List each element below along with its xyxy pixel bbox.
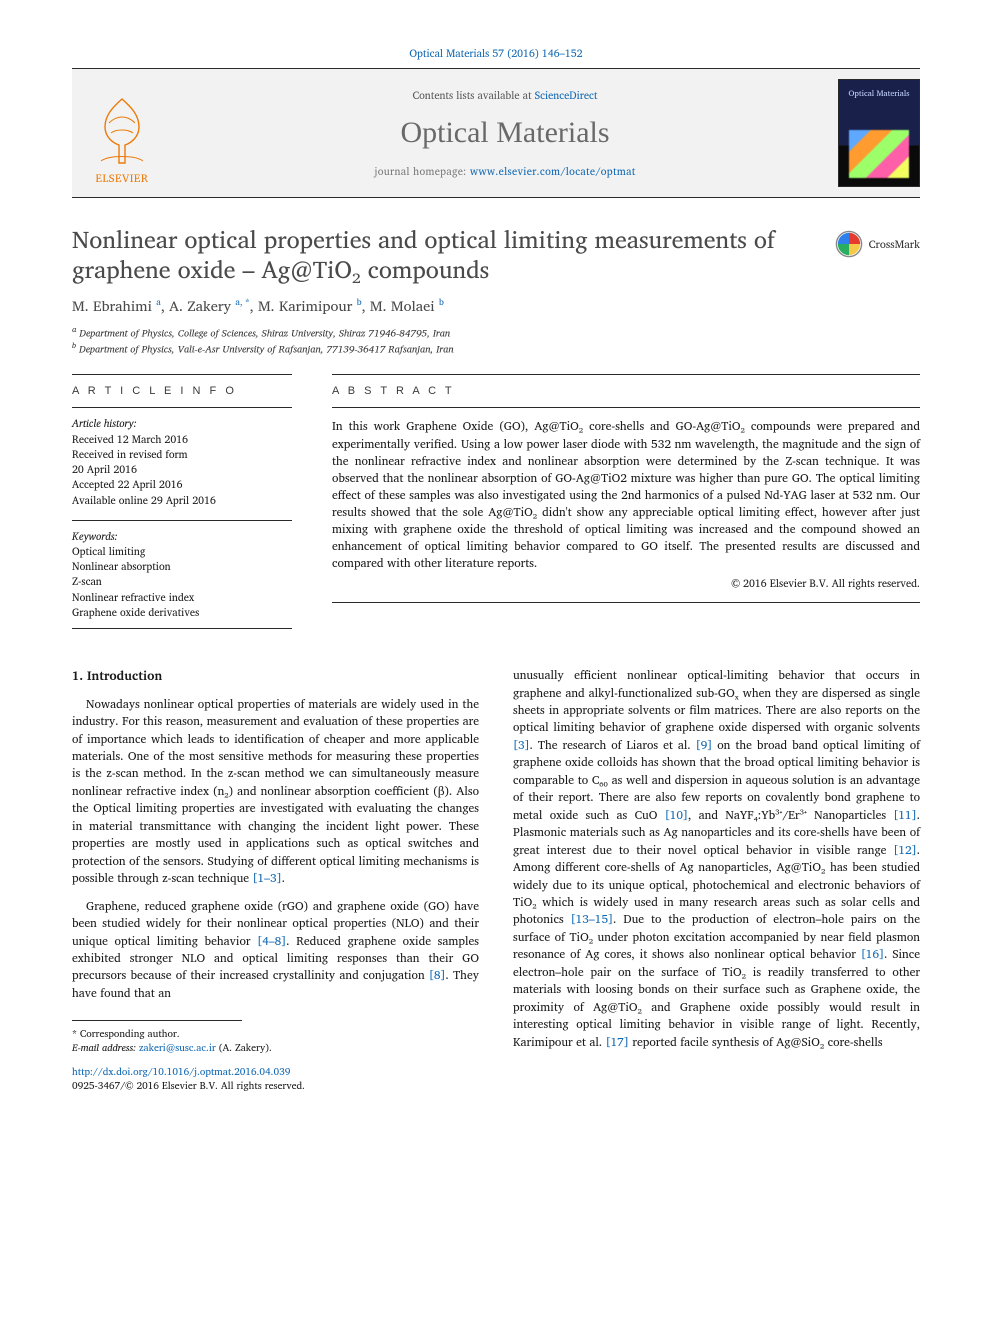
journal-homepage-link[interactable]: www.elsevier.com/locate/optmat xyxy=(470,162,636,180)
affiliation-a: a Department of Physics, College of Scie… xyxy=(72,324,920,340)
body-column-right: unusually efficient nonlinear optical-li… xyxy=(513,667,920,1093)
body-columns: 1. Introduction Nowadays nonlinear optic… xyxy=(72,667,920,1093)
citation-ref-link[interactable]: [4–8] xyxy=(257,932,286,951)
article-history: Article history: Received 12 March 2016R… xyxy=(72,407,292,507)
author: M. Ebrahimi a xyxy=(72,295,161,318)
body-paragraph: Graphene, reduced graphene oxide (rGO) a… xyxy=(72,898,479,1003)
body-paragraph: unusually efficient nonlinear optical-li… xyxy=(513,667,920,1051)
abstract-heading: A B S T R A C T xyxy=(332,374,920,397)
crossmark-label: CrossMark xyxy=(869,235,920,253)
crossmark-badge[interactable]: CrossMark xyxy=(835,224,920,258)
title-row: Nonlinear optical properties and optical… xyxy=(72,224,920,284)
journal-homepage: journal homepage: www.elsevier.com/locat… xyxy=(374,162,635,180)
journal-cover-thumbnail[interactable]: Optical Materials xyxy=(838,79,920,187)
footnote-separator xyxy=(72,1020,242,1021)
email-author-suffix: (A. Zakery). xyxy=(219,1040,272,1056)
body-column-left: 1. Introduction Nowadays nonlinear optic… xyxy=(72,667,479,1093)
citation-ref-link[interactable]: [16] xyxy=(861,945,884,964)
citation-ref-link[interactable]: [9] xyxy=(696,736,713,755)
publisher-logo-text: ELSEVIER xyxy=(96,169,149,187)
citation-ref-link[interactable]: [12] xyxy=(893,841,916,860)
doi-block: http://dx.doi.org/10.1016/j.optmat.2016.… xyxy=(72,1065,479,1093)
article-title: Nonlinear optical properties and optical… xyxy=(72,224,823,284)
history-line: Available online 29 April 2016 xyxy=(72,493,292,508)
body-paragraph: Nowadays nonlinear optical properties of… xyxy=(72,696,479,888)
citation-link[interactable]: Optical Materials 57 (2016) 146–152 xyxy=(409,44,582,62)
email-line: E-mail address: zakeri@susc.ac.ir (A. Za… xyxy=(72,1041,479,1055)
sciencedirect-link[interactable]: ScienceDirect xyxy=(535,86,598,104)
keyword: Nonlinear absorption xyxy=(72,559,292,574)
citation-ref-link[interactable]: [11] xyxy=(893,806,916,825)
citation-line: Optical Materials 57 (2016) 146–152 xyxy=(72,44,920,62)
journal-title: Optical Materials xyxy=(400,116,609,150)
abstract-column: A B S T R A C T In this work Graphene Ox… xyxy=(332,374,920,641)
article-info-column: A R T I C L E I N F O Article history: R… xyxy=(72,374,292,641)
email-label: E-mail address: xyxy=(72,1040,136,1056)
citation-ref-link[interactable]: [13–15] xyxy=(571,910,613,929)
contents-available-label: Contents lists available at xyxy=(413,86,535,104)
footnotes: * Corresponding author. E-mail address: … xyxy=(72,1027,479,1055)
author: M. Karimipour b xyxy=(258,295,362,318)
keywords-block: Keywords: Optical limitingNonlinear abso… xyxy=(72,520,292,629)
journal-homepage-label: journal homepage: xyxy=(374,162,469,180)
cover-art-icon xyxy=(849,130,909,178)
affiliations: a Department of Physics, College of Scie… xyxy=(72,324,920,357)
keyword: Graphene oxide derivatives xyxy=(72,605,292,620)
citation-ref-link[interactable]: [17] xyxy=(606,1033,629,1052)
info-abstract-row: A R T I C L E I N F O Article history: R… xyxy=(72,374,920,641)
citation-ref-link[interactable]: [8] xyxy=(429,966,446,985)
corresponding-email-link[interactable]: zakeri@susc.ac.ir xyxy=(139,1040,216,1056)
section-heading-intro: 1. Introduction xyxy=(72,667,479,686)
abstract-copyright: © 2016 Elsevier B.V. All rights reserved… xyxy=(332,576,920,591)
author: A. Zakery a, * xyxy=(169,295,249,318)
abstract-text: In this work Graphene Oxide (GO), Ag@TiO… xyxy=(332,407,920,602)
corresponding-author-note: * Corresponding author. xyxy=(72,1027,479,1041)
elsevier-tree-icon xyxy=(89,93,155,167)
contents-available: Contents lists available at ScienceDirec… xyxy=(413,86,598,104)
issn-copyright: 0925-3467/© 2016 Elsevier B.V. All right… xyxy=(72,1078,305,1094)
author: M. Molaei b xyxy=(370,295,444,318)
crossmark-icon xyxy=(835,230,863,258)
masthead: ELSEVIER Contents lists available at Sci… xyxy=(72,68,920,198)
citation-ref-link[interactable]: [3] xyxy=(513,736,530,755)
publisher-logo[interactable]: ELSEVIER xyxy=(72,77,172,189)
authors-line: M. Ebrahimi a, A. Zakery a, *, M. Karimi… xyxy=(72,294,920,318)
masthead-center: Contents lists available at ScienceDirec… xyxy=(172,77,838,189)
cover-title: Optical Materials xyxy=(839,86,919,100)
citation-ref-link[interactable]: [1–3] xyxy=(253,869,282,888)
affiliation-b: b Department of Physics, Vali-e-Asr Univ… xyxy=(72,340,920,356)
article-info-heading: A R T I C L E I N F O xyxy=(72,374,292,397)
masthead-inner: ELSEVIER Contents lists available at Sci… xyxy=(72,69,920,197)
citation-ref-link[interactable]: [10] xyxy=(665,806,688,825)
